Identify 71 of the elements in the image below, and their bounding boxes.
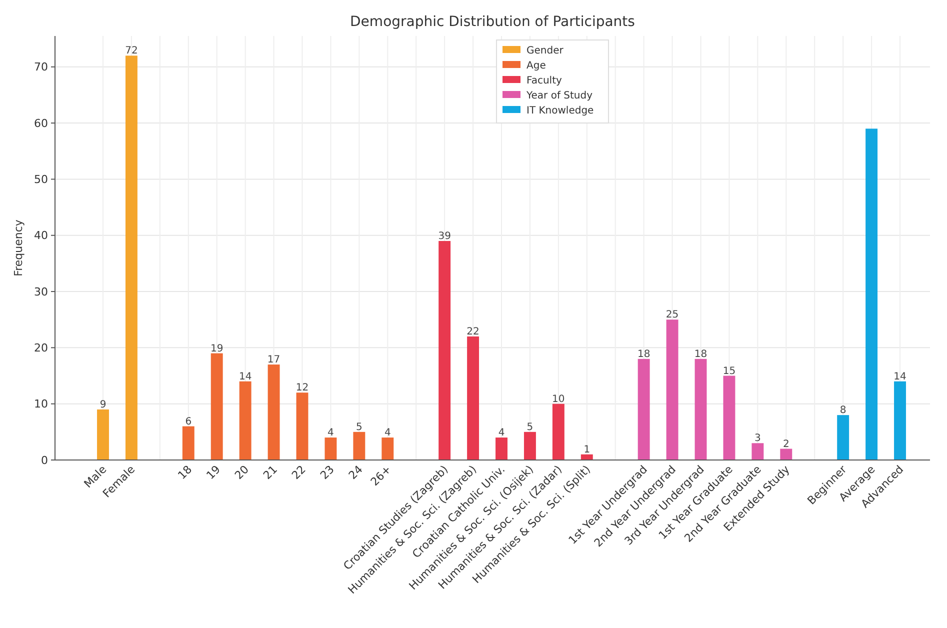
data-label: 25 — [666, 310, 679, 321]
data-label: 8 — [840, 405, 846, 416]
legend-label: Faculty — [526, 76, 562, 86]
bar — [524, 432, 536, 460]
bar — [638, 358, 650, 460]
x-tick-label: 26+ — [368, 462, 394, 489]
data-label: 4 — [498, 428, 505, 439]
data-label: 5 — [356, 422, 362, 433]
y-axis-title: Frequency — [12, 219, 25, 276]
data-label: 14 — [894, 371, 906, 382]
y-tick-label: 50 — [34, 173, 48, 186]
bar — [666, 320, 678, 460]
x-tick-label: 19 — [204, 462, 223, 482]
data-label: 14 — [238, 371, 252, 382]
bar — [125, 56, 138, 460]
x-tick-label: 22 — [289, 462, 308, 482]
data-label: 3 — [754, 433, 761, 444]
y-tick-label: 30 — [34, 285, 48, 298]
data-label: 5 — [526, 422, 534, 433]
data-label: 22 — [466, 326, 480, 338]
y-tick-label: 10 — [34, 398, 48, 411]
data-label: 39 — [438, 230, 451, 242]
bar — [324, 438, 337, 460]
data-label: 1 — [584, 444, 590, 456]
bar — [780, 448, 792, 460]
bar — [438, 240, 451, 460]
bar — [382, 438, 394, 460]
data-label: 15 — [722, 366, 736, 377]
data-label: 4 — [328, 428, 334, 439]
data-label: 2 — [782, 438, 790, 450]
y-tick-label: 40 — [34, 229, 48, 242]
x-tick-label: 23 — [318, 462, 337, 482]
bar — [239, 381, 252, 460]
legend-label: IT Knowledge — [526, 106, 594, 116]
bar — [268, 364, 280, 460]
bar — [694, 358, 707, 460]
bar — [496, 438, 508, 460]
bar — [894, 381, 906, 460]
y-tick-label: 20 — [34, 342, 48, 355]
data-label: 10 — [552, 394, 565, 405]
legend-label: Age — [526, 60, 546, 72]
data-label: 9 — [100, 399, 106, 410]
bar — [210, 353, 223, 460]
y-tick-label: 70 — [34, 60, 48, 74]
bar — [182, 426, 194, 460]
x-tick-label: 21 — [260, 462, 280, 482]
y-tick-label: 60 — [34, 116, 48, 130]
legend-label: Year of Study — [526, 90, 593, 102]
bar — [752, 443, 764, 460]
data-label: 6 — [185, 416, 192, 428]
bar — [353, 432, 366, 460]
data-label: 18 — [637, 348, 650, 360]
bar — [296, 392, 308, 460]
bar — [723, 376, 736, 460]
data-label: 18 — [694, 348, 708, 360]
bar — [837, 415, 850, 460]
legend-label: Gender — [526, 46, 564, 56]
bar — [866, 128, 878, 460]
data-label: 19 — [210, 343, 224, 354]
chart-title: Demographic Distribution of Participants — [350, 14, 635, 30]
bar — [467, 336, 480, 460]
bar — [97, 409, 109, 460]
x-tick-label: 20 — [232, 462, 252, 482]
y-tick-label: 0 — [41, 454, 48, 467]
data-label: 17 — [267, 354, 280, 366]
data-label: 72 — [125, 46, 138, 57]
bar — [552, 404, 564, 460]
x-tick-label: 18 — [175, 462, 195, 482]
x-tick-label: 24 — [346, 462, 366, 482]
data-label: 12 — [296, 382, 309, 394]
data-label: 4 — [384, 428, 391, 439]
